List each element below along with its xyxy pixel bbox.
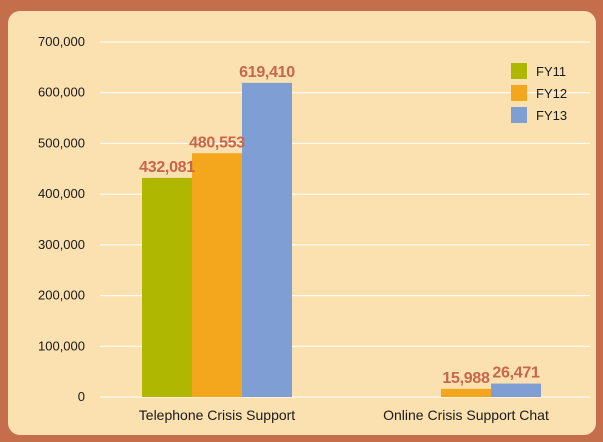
y-tick-label-7: 700,000 — [38, 34, 85, 49]
bar-fy11-telephone — [142, 177, 192, 397]
legend-swatch-fy13 — [511, 107, 527, 123]
legend-label-fy12: FY12 — [536, 86, 567, 101]
category-label-1: Online Crisis Support Chat — [383, 407, 549, 423]
bar-fy13-telephone — [242, 82, 292, 398]
value-label-fy13-telephone: 619,410 — [239, 64, 295, 81]
y-tick-label-6: 600,000 — [38, 85, 85, 100]
bar-chart: 0 100,000 200,000 300,000 400,000 500,000 600,… — [38, 34, 590, 423]
y-tick-label-1: 100,000 — [38, 338, 85, 353]
value-label-fy11-telephone: 432,081 — [139, 159, 195, 176]
legend: FY11 FY12 FY13 — [511, 63, 567, 123]
bar-fy12-online — [441, 388, 491, 397]
bar-fy13-online — [491, 383, 541, 397]
value-label-fy13-online: 26,471 — [492, 365, 540, 382]
legend-swatch-fy12 — [511, 85, 527, 101]
x-axis-category-labels: Telephone Crisis Support Online Crisis Su… — [139, 407, 549, 423]
legend-label-fy11: FY11 — [536, 64, 566, 79]
legend-swatch-fy11 — [511, 63, 527, 79]
y-tick-label-0: 0 — [78, 389, 85, 404]
value-label-fy12-online: 15,988 — [442, 370, 490, 387]
chart-panel: 0 100,000 200,000 300,000 400,000 500,000 600,… — [8, 11, 596, 435]
bars — [142, 82, 541, 398]
y-tick-label-2: 200,000 — [38, 288, 85, 303]
value-labels: 432,081 480,553 619,410 15,988 26,471 — [139, 64, 540, 387]
y-tick-label-5: 500,000 — [38, 135, 85, 150]
bar-fy12-telephone — [192, 153, 242, 397]
value-label-fy12-telephone: 480,553 — [189, 134, 245, 151]
y-tick-label-3: 300,000 — [38, 237, 85, 252]
y-axis-tick-labels: 0 100,000 200,000 300,000 400,000 500,000 600,… — [38, 34, 85, 404]
legend-label-fy13: FY13 — [536, 108, 567, 123]
category-label-0: Telephone Crisis Support — [139, 407, 296, 423]
y-tick-label-4: 400,000 — [38, 186, 85, 201]
